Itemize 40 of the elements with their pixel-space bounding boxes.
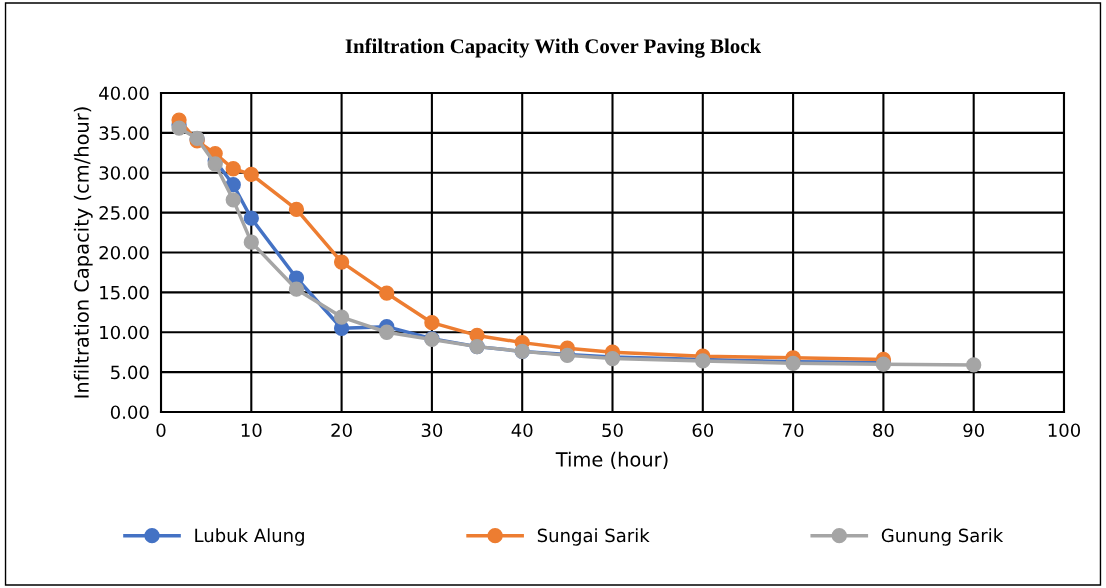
x-tick-label: 50 xyxy=(602,423,623,438)
point xyxy=(288,201,305,218)
point xyxy=(288,281,305,297)
x-tick-label: 40 xyxy=(511,423,533,438)
point xyxy=(225,192,241,208)
x-tick-label: 100 xyxy=(1048,423,1081,438)
y-tick-label: 30.00 xyxy=(99,166,149,180)
y-tick-label: 0.00 xyxy=(110,405,149,420)
legend-label: Sungai Sarik xyxy=(537,528,650,546)
y-tick-label: 25.00 xyxy=(99,206,149,220)
point xyxy=(243,234,259,250)
x-tick-label: 70 xyxy=(783,423,804,438)
chart-title: Infiltration Capacity With Cover Paving Block xyxy=(345,38,762,58)
x-tick-label: 30 xyxy=(421,423,443,438)
legend-label: Gunung Sarik xyxy=(881,528,1004,546)
x-tick-label: 20 xyxy=(331,423,352,438)
point xyxy=(243,166,259,182)
point xyxy=(333,254,350,270)
point xyxy=(225,177,241,193)
x-tick-label: 80 xyxy=(873,423,894,438)
point xyxy=(333,309,350,325)
legend-label: Lubuk Alung xyxy=(195,528,304,546)
point xyxy=(966,357,982,373)
x-tick-label: 10 xyxy=(241,423,262,438)
point xyxy=(379,324,395,340)
y-tick-label: 5.00 xyxy=(111,365,149,380)
point xyxy=(225,161,241,177)
point xyxy=(243,210,259,226)
x-tick-label: 60 xyxy=(692,423,714,438)
x-axis-title: Time (hour) xyxy=(555,451,668,470)
point xyxy=(424,315,440,331)
y-tick-label: 20.00 xyxy=(99,245,149,260)
y-axis-title: Infiltration Capacity (cm/hour) xyxy=(73,107,93,398)
y-tick-label: 40.00 xyxy=(99,86,149,101)
x-tick-label: 0 xyxy=(156,423,166,438)
y-tick-label: 15.00 xyxy=(100,285,149,300)
x-tick-label: 90 xyxy=(963,423,984,438)
y-tick-label: 10.00 xyxy=(100,325,149,340)
y-tick-label: 35.00 xyxy=(99,126,149,140)
point xyxy=(379,285,395,301)
